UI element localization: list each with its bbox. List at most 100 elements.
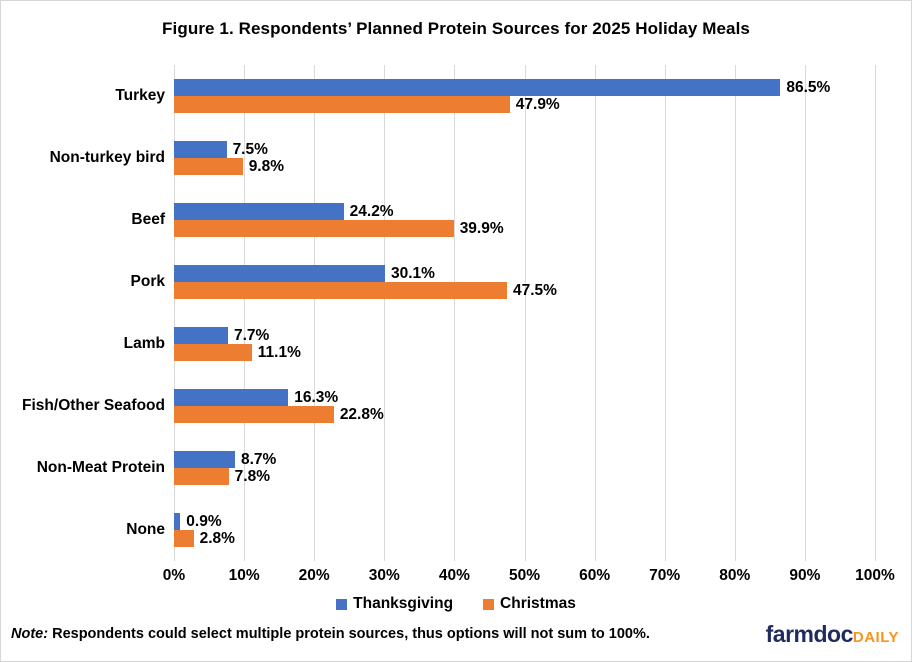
bar-row: 86.5%: [174, 79, 875, 96]
value-label: 9.8%: [248, 158, 285, 175]
logo-daily-text: DAILY: [852, 628, 899, 646]
gridline: [734, 65, 736, 561]
bar-thanksgiving: [174, 513, 181, 530]
bar-group: 0.9% 2.8%: [174, 499, 875, 561]
bar-row: 47.5%: [174, 282, 875, 299]
gridline: [594, 65, 596, 561]
bar-row: 8.7%: [174, 451, 875, 468]
footnote: Note: Respondents could select multiple …: [11, 626, 650, 642]
value-label: 16.3%: [294, 389, 339, 406]
x-tick-label: 20%: [298, 567, 330, 584]
bar-christmas: [174, 530, 194, 547]
bar-row: 7.8%: [174, 468, 875, 485]
bar-row: 30.1%: [174, 265, 875, 282]
bar-thanksgiving: [174, 265, 385, 282]
gridline: [664, 65, 666, 561]
x-tick-label: 50%: [508, 567, 541, 584]
gridline: [174, 65, 175, 561]
farmdoc-daily-logo: farmdoc DAILY: [766, 621, 899, 648]
value-label: 8.7%: [240, 451, 277, 468]
bar-group: 30.1% 47.5%: [174, 251, 875, 313]
legend: Thanksgiving Christmas: [1, 595, 911, 613]
plot-area: 86.5% 47.9% 7.5% 9.8% 24.2% 39.9% 30.1% 47.5% 7.…: [174, 65, 876, 561]
bar-row: 7.5%: [174, 141, 875, 158]
category-label: Non-Meat Protein: [36, 459, 165, 476]
x-tick-label: 0%: [162, 567, 186, 584]
gridline: [314, 65, 316, 561]
bar-thanksgiving: [174, 389, 289, 406]
bar-row: 9.8%: [174, 158, 875, 175]
bar-thanksgiving: [174, 203, 344, 220]
value-label: 86.5%: [786, 79, 831, 96]
category-label: Beef: [131, 211, 165, 228]
category-label: Pork: [130, 273, 165, 290]
footer: Note: Respondents could select multiple …: [1, 615, 911, 661]
bar-row: 11.1%: [174, 344, 875, 361]
bar-christmas: [174, 468, 229, 485]
bar-christmas: [174, 96, 510, 113]
legend-swatch-icon: [483, 598, 495, 610]
x-tick-label: 70%: [649, 567, 681, 584]
legend-swatch-icon: [336, 598, 348, 610]
category-label: Turkey: [115, 87, 165, 104]
value-label: 22.8%: [339, 406, 384, 423]
value-label: 7.7%: [233, 327, 270, 344]
category-label: Non-turkey bird: [49, 149, 165, 166]
footnote-prefix: Note:: [11, 626, 49, 642]
bar-group: 7.5% 9.8%: [174, 127, 875, 189]
value-label: 2.8%: [199, 530, 235, 547]
bar-row: 16.3%: [174, 389, 875, 406]
category-label: Fish/Other Seafood: [22, 397, 165, 414]
legend-item-thanksgiving: Thanksgiving: [336, 595, 453, 613]
bar-group: 24.2% 39.9%: [174, 189, 875, 251]
category-axis: Turkey Non-turkey bird Beef Pork Lamb Fish/Ot…: [1, 65, 174, 561]
plot-region: Turkey Non-turkey bird Beef Pork Lamb Fish/Ot…: [1, 65, 876, 561]
bar-thanksgiving: [174, 141, 227, 158]
bar-group: 7.7% 11.1%: [174, 313, 875, 375]
bar-christmas: [174, 220, 454, 237]
x-tick-label: 10%: [228, 567, 260, 584]
bar-row: 22.8%: [174, 406, 875, 423]
bar-thanksgiving: [174, 451, 235, 468]
value-label: 11.1%: [257, 344, 301, 361]
gridline: [875, 65, 876, 561]
bar-row: 7.7%: [174, 327, 875, 344]
bar-christmas: [174, 282, 507, 299]
bar-christmas: [174, 406, 334, 423]
value-label: 47.5%: [512, 282, 557, 299]
bar-row: 0.9%: [174, 513, 875, 530]
value-label: 7.5%: [232, 141, 268, 158]
logo-farmdoc-text: farmdoc: [765, 620, 854, 647]
x-tick-label: 30%: [368, 567, 400, 584]
gridline: [804, 65, 806, 561]
bar-group: 86.5% 47.9%: [174, 65, 875, 127]
bar-group: 16.3% 22.8%: [174, 375, 875, 437]
bar-christmas: [174, 344, 252, 361]
footnote-text: Respondents could select multiple protei…: [48, 626, 650, 642]
bar-row: 2.8%: [174, 530, 875, 547]
x-axis: 0% 10% 20% 30% 40% 50% 60% 70% 80% 90% 100%: [163, 567, 895, 587]
x-tick-label: 90%: [789, 567, 821, 584]
gridline: [454, 65, 456, 561]
value-label: 7.8%: [234, 468, 271, 485]
category-label: Lamb: [123, 335, 165, 352]
bar-thanksgiving: [174, 79, 781, 96]
gridline: [384, 65, 386, 561]
chart-title: Figure 1. Respondents’ Planned Protein S…: [162, 19, 750, 38]
legend-item-christmas: Christmas: [483, 595, 576, 613]
bar-row: 24.2%: [174, 203, 875, 220]
bar-row: 39.9%: [174, 220, 875, 237]
gridline: [524, 65, 526, 561]
bar-group: 8.7% 7.8%: [174, 437, 875, 499]
x-tick-label: 60%: [579, 567, 611, 584]
x-tick-label: 80%: [719, 567, 751, 584]
gridline: [244, 65, 246, 561]
legend-label: Christmas: [500, 595, 576, 612]
value-label: 30.1%: [391, 265, 435, 282]
x-tick-label: 40%: [438, 567, 470, 584]
value-label: 39.9%: [459, 220, 504, 237]
x-tick-label: 100%: [855, 567, 895, 584]
value-label: 0.9%: [186, 513, 222, 530]
bar-row: 47.9%: [174, 96, 875, 113]
